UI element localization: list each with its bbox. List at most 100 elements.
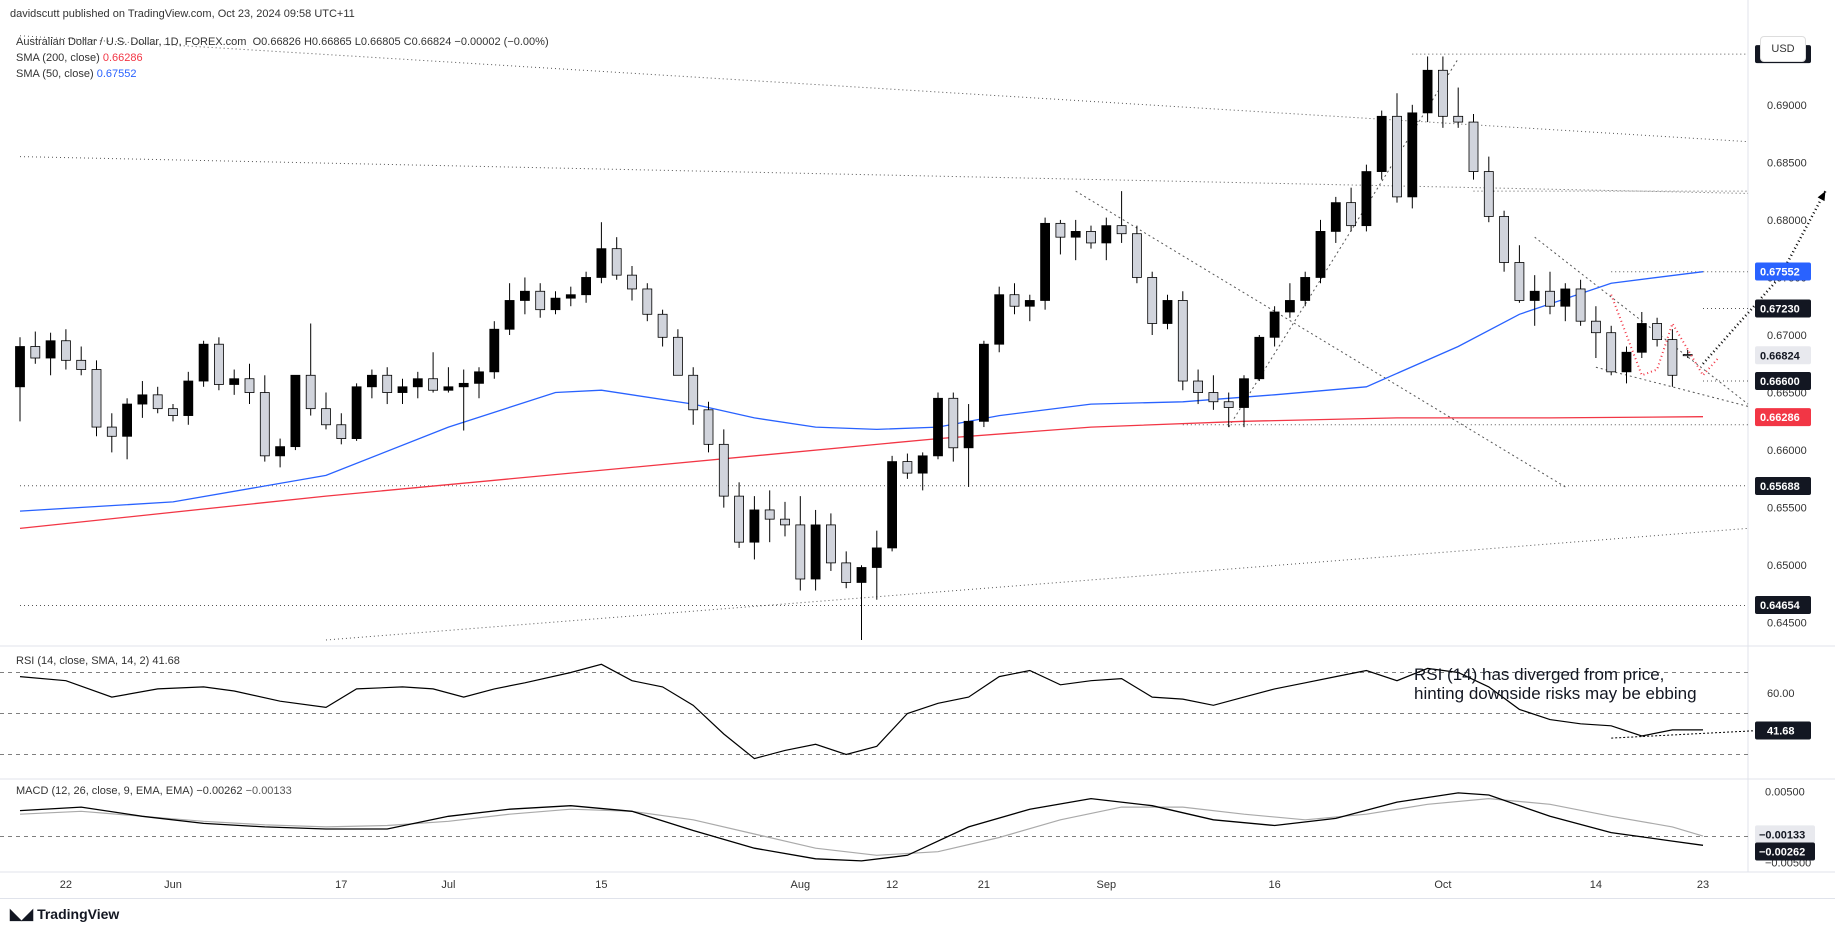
candle-body <box>1009 294 1020 307</box>
sma200-value: 0.66286 <box>102 52 143 64</box>
candle-body <box>152 394 163 410</box>
candle-body <box>1070 231 1081 238</box>
macd-value: −0.00262 <box>196 785 243 797</box>
price-tick-label: 0.67000 <box>1767 330 1807 342</box>
candle-body <box>1407 112 1418 198</box>
trendline <box>1595 366 1749 407</box>
price-label-box <box>1755 596 1811 615</box>
candle-body <box>1132 233 1142 278</box>
price-tick-label: 0.65000 <box>1767 560 1807 572</box>
macd-legend[interactable]: MACD (12, 26, close, 9, EMA, EMA) −0.002… <box>16 785 292 797</box>
candle-body <box>1652 323 1662 341</box>
candle-body <box>428 378 439 391</box>
rsi-label: RSI (14, close, SMA, 14, 2) <box>16 655 150 667</box>
time-tick-label: Aug <box>791 879 811 891</box>
candle-body <box>183 380 194 416</box>
candle-body <box>963 420 974 449</box>
rsi-legend[interactable]: RSI (14, close, SMA, 14, 2) 41.68 <box>16 655 180 667</box>
macd-label: MACD (12, 26, close, 9, EMA, EMA) <box>16 785 194 797</box>
time-tick-label: Sep <box>1097 879 1117 891</box>
time-tick-label: 21 <box>978 879 990 891</box>
macd-signal-line <box>19 797 1704 856</box>
candle-body <box>520 290 530 301</box>
candle-body <box>856 567 867 583</box>
time-tick-label: 15 <box>595 879 607 891</box>
time-tick-label: 22 <box>60 879 72 891</box>
candle-body <box>734 495 744 543</box>
candle-body <box>673 336 683 376</box>
sma50-value: 0.67552 <box>96 68 137 80</box>
candle-body <box>1269 311 1280 338</box>
sma50-legend[interactable]: SMA (50, close) 0.67552 <box>16 68 136 80</box>
macd-line <box>19 792 1704 862</box>
tradingview-logo[interactable]: ◣◢ TradingView <box>10 905 119 923</box>
candle-body <box>1468 121 1479 172</box>
candle-body <box>1392 115 1402 198</box>
candle-body <box>718 443 729 497</box>
candle-body <box>229 378 240 385</box>
currency-button[interactable]: USD <box>1760 36 1806 62</box>
trendline <box>19 156 1749 194</box>
candle-body <box>1116 225 1127 235</box>
candle-body <box>841 562 852 583</box>
candle-body <box>45 340 56 359</box>
candle-body <box>979 343 989 422</box>
price-label: 0.67552 <box>1760 266 1800 278</box>
candle-body <box>1024 300 1035 307</box>
price-tick-label: 0.68500 <box>1767 157 1807 169</box>
time-tick-label: 17 <box>335 879 347 891</box>
divergence-annotation: RSI (14) has diverged from price, hintin… <box>1414 665 1697 703</box>
candle-body <box>1315 231 1326 278</box>
annotation-line-2: hinting downside risks may be ebbing <box>1414 684 1697 703</box>
candle-body <box>1147 277 1158 324</box>
sma200-legend[interactable]: SMA (200, close) 0.66286 <box>16 52 143 64</box>
candle-body <box>1514 262 1525 301</box>
candle-body <box>1300 277 1311 301</box>
candle-body <box>213 343 224 385</box>
candle-body <box>61 340 71 361</box>
candle-body <box>902 461 913 474</box>
candle-body <box>535 290 546 311</box>
tradingview-logo-text: TradingView <box>37 906 120 922</box>
macd-signal-value: −0.00133 <box>245 785 292 797</box>
candle-body <box>749 509 760 543</box>
candle-body <box>1239 378 1249 408</box>
candle-body <box>1223 401 1234 408</box>
candle-body <box>887 461 897 549</box>
candle-body <box>780 518 790 526</box>
candle-body <box>565 294 576 299</box>
price-label-box <box>1755 262 1811 281</box>
candle-body <box>1208 392 1219 403</box>
candle-body <box>1453 115 1464 123</box>
candle-body <box>366 374 377 388</box>
candle-body <box>504 300 515 330</box>
price-label-box <box>1755 372 1811 391</box>
candle-body <box>474 371 484 384</box>
price-label: 0.65688 <box>1760 481 1800 493</box>
candle-body <box>657 313 668 338</box>
candle-body <box>489 328 500 373</box>
price-label: 0.67230 <box>1760 304 1800 316</box>
price-tick-label: 0.64500 <box>1767 618 1807 630</box>
candle-body <box>412 378 423 388</box>
price-label-box <box>1755 477 1811 496</box>
ohlc-values: O0.66826 H0.66865 L0.66805 C0.66824 −0.0… <box>252 36 549 48</box>
candle-body <box>91 369 102 428</box>
candle-body <box>826 524 836 564</box>
candle-body <box>1606 332 1617 373</box>
candle-body <box>1636 323 1647 353</box>
time-tick-label: Jun <box>164 879 182 891</box>
publisher-line: davidscutt published on TradingView.com,… <box>10 8 355 20</box>
trendline <box>1228 58 1459 428</box>
candle-body <box>1591 320 1601 334</box>
candle-body <box>1101 225 1112 244</box>
candle-body <box>1483 171 1494 217</box>
candle-body <box>137 394 148 405</box>
candle-body <box>1193 380 1203 393</box>
rsi-tick-label: 60.00 <box>1767 688 1795 700</box>
candle-body <box>810 524 821 580</box>
candle-body <box>596 248 607 278</box>
candle-body <box>290 374 301 448</box>
candle-body <box>581 277 591 296</box>
